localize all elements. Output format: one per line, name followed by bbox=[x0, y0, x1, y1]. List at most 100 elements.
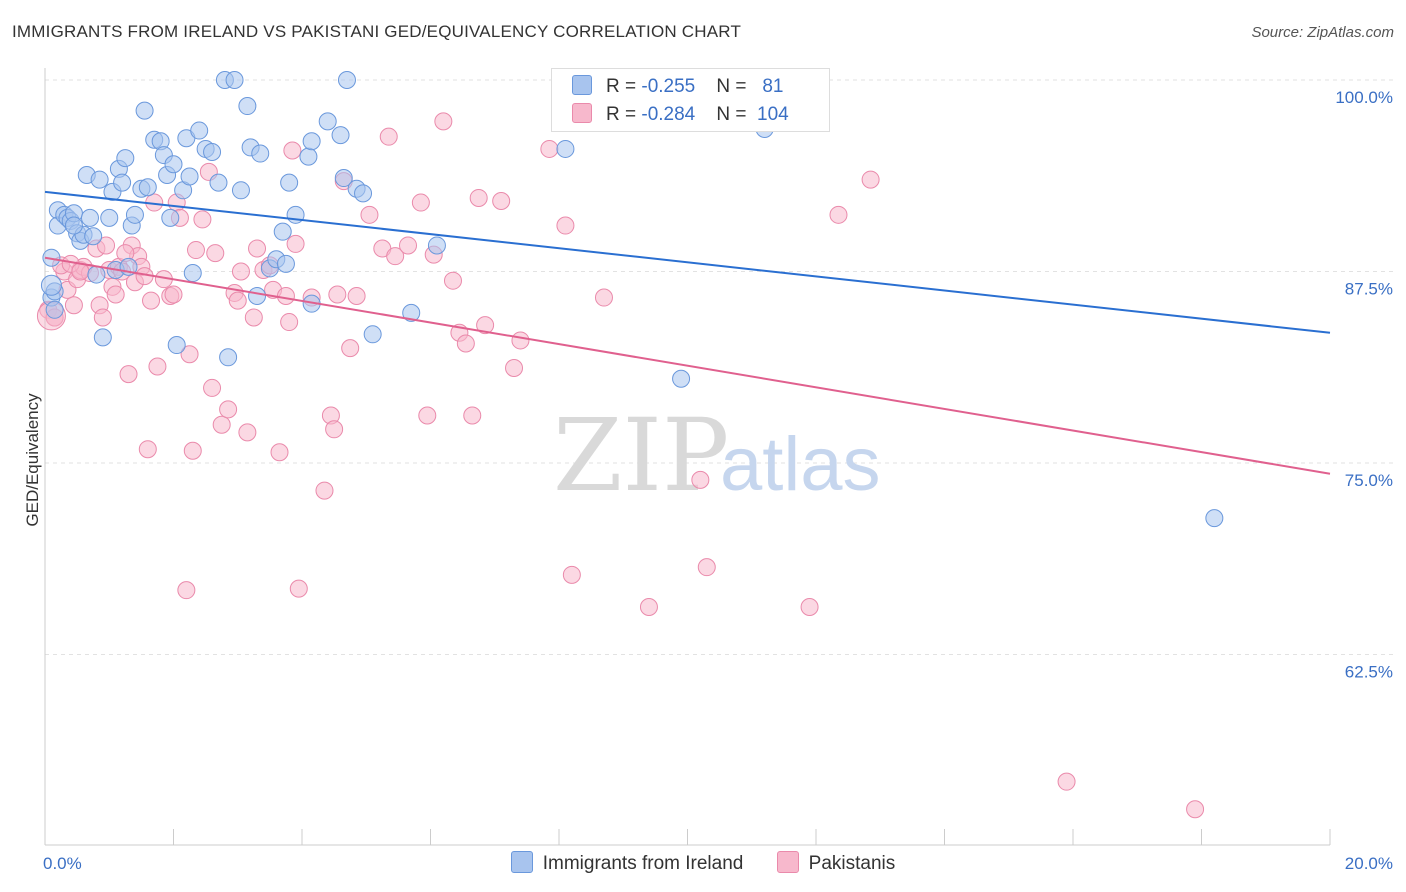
ireland-point bbox=[354, 184, 373, 203]
y-tick-label: 87.5% bbox=[1345, 280, 1393, 299]
ireland-point bbox=[100, 208, 119, 227]
ireland-point bbox=[161, 208, 180, 227]
ireland-point bbox=[80, 208, 99, 227]
ireland-point bbox=[225, 71, 244, 89]
pakistanis-point bbox=[148, 357, 167, 376]
pakistanis-point bbox=[186, 241, 205, 260]
ireland-point bbox=[40, 274, 62, 296]
ireland-point bbox=[164, 155, 183, 174]
legend-swatch-blue bbox=[510, 851, 533, 873]
pakistanis-point bbox=[97, 236, 116, 255]
ireland-point bbox=[203, 143, 222, 162]
legend-swatch-blue bbox=[572, 75, 592, 95]
pakistanis-point bbox=[800, 598, 819, 617]
ireland-point bbox=[556, 139, 575, 158]
pakistanis-point bbox=[639, 598, 658, 617]
pakistanis-point bbox=[106, 285, 125, 304]
pakistanis-point bbox=[1186, 800, 1205, 819]
pakistanis-point bbox=[456, 334, 475, 353]
legend-n-label: N = bbox=[716, 76, 752, 97]
pakistanis-point bbox=[270, 443, 289, 462]
gridlines bbox=[45, 79, 1395, 655]
stats-legend: R = -0.255 N = 81 R = -0.284 N = 104 bbox=[551, 68, 830, 132]
legend-row-pakistanis: R = -0.284 N = 104 bbox=[572, 103, 789, 126]
chart-source: Source: ZipAtlas.com bbox=[1251, 24, 1394, 41]
trend-lines bbox=[44, 190, 1331, 475]
ireland-point bbox=[238, 97, 257, 116]
pakistanis-point bbox=[463, 406, 482, 425]
legend-n-label: N = bbox=[716, 104, 752, 125]
ireland-point bbox=[219, 348, 238, 367]
ireland-point bbox=[672, 369, 691, 388]
legend-item-pakistanis[interactable]: Pakistanis bbox=[776, 851, 896, 875]
x-tick-label: 20.0% bbox=[1345, 854, 1393, 873]
pakistanis-point bbox=[697, 558, 716, 577]
ireland-point bbox=[276, 254, 295, 273]
pakistanis-point bbox=[280, 313, 299, 332]
pakistanis-point bbox=[328, 285, 347, 304]
pakistanis-point bbox=[1057, 772, 1076, 791]
ireland-point bbox=[302, 132, 321, 151]
pakistanis-point bbox=[231, 262, 250, 281]
ireland-points bbox=[40, 71, 1224, 528]
ireland-point bbox=[402, 303, 421, 322]
x-tick-label: 0.0% bbox=[43, 854, 82, 873]
pakistanis-point bbox=[540, 139, 559, 158]
pakistanis-point bbox=[164, 285, 183, 304]
ireland-point bbox=[167, 336, 186, 355]
pakistanis-point bbox=[511, 331, 530, 350]
pakistanis-point bbox=[341, 339, 360, 358]
pakistanis-point bbox=[283, 141, 302, 160]
pakistanis-point bbox=[93, 308, 112, 327]
pakistanis-point bbox=[193, 210, 212, 229]
watermark-atlas: atlas bbox=[720, 422, 881, 507]
ireland-point bbox=[331, 126, 350, 145]
ireland-point bbox=[273, 222, 292, 241]
pakistanis-point bbox=[594, 288, 613, 307]
pakistanis-point bbox=[476, 316, 495, 335]
pakistanis-point bbox=[244, 308, 263, 327]
ireland-point bbox=[45, 300, 64, 319]
pakistanis-point bbox=[829, 205, 848, 224]
ireland-trend-line bbox=[44, 190, 1331, 334]
legend-n-value: 104 bbox=[757, 104, 789, 125]
pakistanis-point bbox=[325, 420, 344, 439]
pakistanis-point bbox=[286, 234, 305, 253]
pakistanis-point bbox=[228, 291, 247, 310]
pakistanis-point bbox=[183, 441, 202, 460]
pakistanis-point bbox=[562, 565, 581, 584]
pakistanis-point bbox=[469, 188, 488, 207]
series-legend: Immigrants from Ireland Pakistanis bbox=[0, 851, 1406, 875]
legend-r-value: -0.284 bbox=[641, 104, 696, 125]
legend-label-pakistanis: Pakistanis bbox=[808, 853, 896, 874]
axes bbox=[44, 68, 1331, 846]
legend-label-ireland: Immigrants from Ireland bbox=[542, 853, 744, 874]
legend-swatch-pink bbox=[572, 103, 592, 123]
ireland-point bbox=[318, 112, 337, 131]
ireland-point bbox=[251, 144, 270, 163]
y-tick-label: 100.0% bbox=[1335, 88, 1393, 107]
legend-swatch-pink bbox=[776, 851, 799, 873]
legend-r-value: -0.255 bbox=[641, 76, 696, 97]
pakistanis-point bbox=[505, 359, 524, 378]
ireland-point bbox=[427, 236, 446, 255]
legend-r-label: R = bbox=[606, 104, 642, 125]
pakistanis-point bbox=[360, 205, 379, 224]
ireland-point bbox=[113, 173, 132, 192]
pakistanis-point bbox=[142, 291, 161, 310]
pakistanis-point bbox=[556, 216, 575, 235]
ireland-point bbox=[93, 328, 112, 347]
ireland-point bbox=[248, 287, 267, 306]
pakistanis-point bbox=[180, 345, 199, 364]
pakistanis-point bbox=[418, 406, 437, 425]
pakistanis-point bbox=[861, 170, 880, 189]
pakistanis-point bbox=[219, 400, 238, 419]
pakistanis-point bbox=[411, 193, 430, 212]
legend-item-ireland[interactable]: Immigrants from Ireland bbox=[510, 851, 744, 875]
pakistanis-point bbox=[206, 244, 225, 263]
pakistanis-point bbox=[212, 415, 231, 434]
pakistanis-point bbox=[492, 192, 511, 211]
legend-row-ireland: R = -0.255 N = 81 bbox=[572, 75, 783, 98]
y-axis-label: GED/Equivalency bbox=[23, 393, 42, 527]
pakistanis-point bbox=[434, 112, 453, 131]
